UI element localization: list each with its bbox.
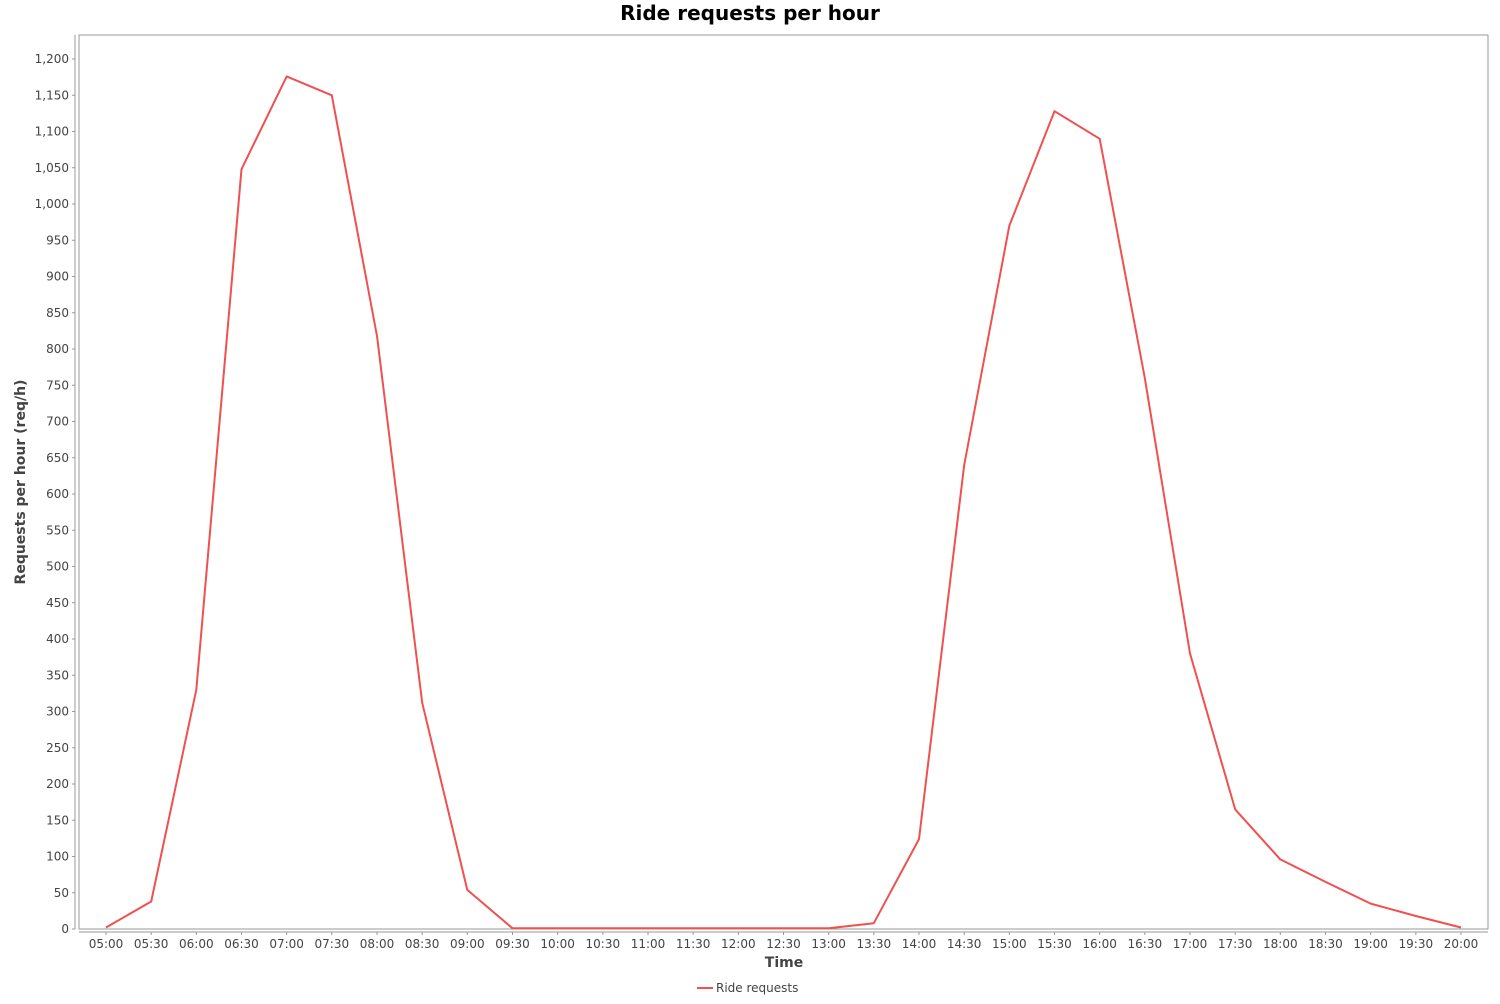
x-tick-label: 17:00 xyxy=(1173,937,1208,951)
y-tick-label: 250 xyxy=(46,741,69,755)
x-tick-label: 09:30 xyxy=(495,937,530,951)
x-tick-label: 07:30 xyxy=(315,937,350,951)
y-tick-label: 1,000 xyxy=(35,197,69,211)
x-axis: 05:00 05:30 06:00 06:30 07:00 07:30 08:00 08:30… xyxy=(79,931,1488,951)
y-tick-label: 1,100 xyxy=(35,125,69,139)
x-tick-label: 13:00 xyxy=(811,937,846,951)
x-tick-label: 19:30 xyxy=(1399,937,1434,951)
chart-title: Ride requests per hour xyxy=(620,1,880,25)
x-tick-label: 08:30 xyxy=(405,937,440,951)
x-tick-label: 13:30 xyxy=(857,937,892,951)
x-tick-label: 15:00 xyxy=(992,937,1027,951)
legend-label-ride-requests: Ride requests xyxy=(716,981,798,995)
y-axis: 0 50 100 150 200 250 300 350 400 450 500 550 600 650 7… xyxy=(35,35,76,936)
x-tick-label: 14:00 xyxy=(902,937,937,951)
series-layer xyxy=(105,75,1462,930)
x-tick-label: 10:00 xyxy=(540,937,575,951)
x-tick-label: 14:30 xyxy=(947,937,982,951)
y-tick-label: 100 xyxy=(46,850,69,864)
legend: Ride requests xyxy=(697,981,798,995)
y-tick-label: 500 xyxy=(46,560,69,574)
y-tick-label: 200 xyxy=(46,777,69,791)
y-tick-label: 450 xyxy=(46,596,69,610)
x-tick-label: 08:00 xyxy=(360,937,395,951)
x-tick-label: 17:30 xyxy=(1218,937,1253,951)
y-tick-label: 900 xyxy=(46,270,69,284)
x-tick-label: 18:30 xyxy=(1308,937,1343,951)
y-tick-label: 1,200 xyxy=(35,52,69,66)
y-tick-label: 1,150 xyxy=(35,88,69,102)
y-tick-label: 50 xyxy=(54,886,69,900)
y-tick-label: 400 xyxy=(46,632,69,646)
y-tick-label: 750 xyxy=(46,378,69,392)
y-tick-label: 1,050 xyxy=(35,161,69,175)
y-tick-label: 150 xyxy=(46,813,69,827)
x-tick-label: 12:00 xyxy=(721,937,756,951)
x-tick-label: 07:00 xyxy=(269,937,304,951)
y-tick-label: 600 xyxy=(46,487,69,501)
x-axis-title: Time xyxy=(765,955,803,971)
x-tick-label: 09:00 xyxy=(450,937,485,951)
y-axis-title: Requests per hour (req/h) xyxy=(13,380,29,585)
y-tick-label: 800 xyxy=(46,342,69,356)
y-tick-label: 650 xyxy=(46,451,69,465)
x-tick-label: 11:00 xyxy=(631,937,666,951)
y-tick-label: 0 xyxy=(61,922,69,936)
y-tick-label: 550 xyxy=(46,523,69,537)
x-tick-label: 05:30 xyxy=(134,937,169,951)
x-tick-label: 10:30 xyxy=(586,937,621,951)
y-tick-label: 700 xyxy=(46,415,69,429)
y-tick-label: 300 xyxy=(46,705,69,719)
x-tick-label: 15:30 xyxy=(1037,937,1072,951)
x-tick-label: 06:00 xyxy=(179,937,214,951)
x-tick-label: 06:30 xyxy=(224,937,259,951)
x-tick-label: 05:00 xyxy=(89,937,124,951)
y-tick-label: 950 xyxy=(46,233,69,247)
y-tick-label: 850 xyxy=(46,306,69,320)
x-tick-label: 11:30 xyxy=(676,937,711,951)
x-tick-label: 18:00 xyxy=(1263,937,1298,951)
x-tick-label: 12:30 xyxy=(766,937,801,951)
y-tick-label: 350 xyxy=(46,668,69,682)
x-tick-label: 20:00 xyxy=(1444,937,1479,951)
x-tick-label: 16:30 xyxy=(1128,937,1163,951)
plot-area xyxy=(78,34,1489,930)
x-tick-label: 16:00 xyxy=(1082,937,1117,951)
series-line-ride-requests xyxy=(105,75,1462,930)
x-tick-label: 19:00 xyxy=(1353,937,1388,951)
